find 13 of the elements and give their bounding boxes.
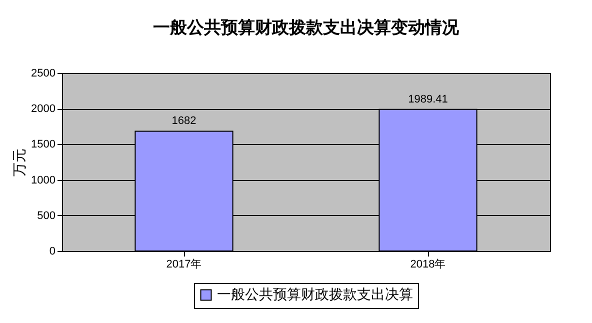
y-tick-label: 500 (37, 210, 56, 222)
chart-title: 一般公共预算财政拨款支出决算变动情况 (153, 18, 460, 37)
y-tick-label: 1500 (31, 138, 56, 151)
y-tick-label: 1000 (31, 174, 56, 186)
legend-label: 一般公共预算财政拨款支出决算 (217, 286, 413, 302)
y-tick-label: 2500 (31, 68, 56, 80)
x-tick-label: 2018年 (410, 258, 446, 270)
y-tick-label: 0 (49, 246, 56, 258)
y-tick-label: 2000 (31, 103, 56, 116)
data-label: 1682 (172, 115, 196, 128)
data-label: 1989.41 (408, 93, 448, 106)
y-axis-title: 万元 (11, 148, 28, 176)
x-tick-label: 2017年 (166, 258, 202, 270)
